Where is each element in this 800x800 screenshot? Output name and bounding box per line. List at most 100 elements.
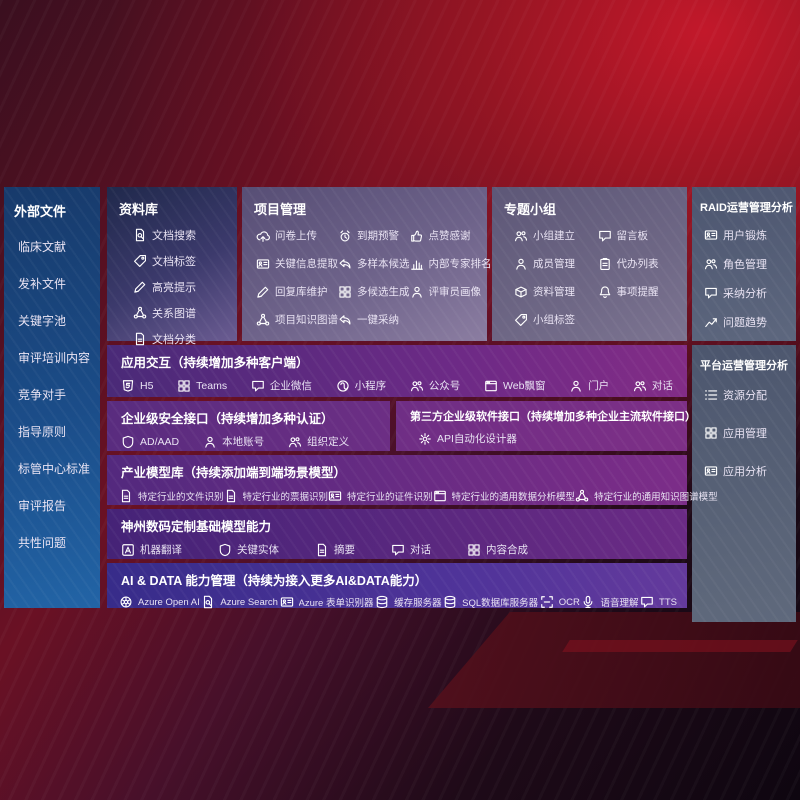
feature-item: 文档搜索 [133, 227, 229, 243]
feature-label: 关系图谱 [152, 308, 196, 320]
feature-label: 对话 [410, 544, 431, 556]
feature-label: 关键实体 [237, 544, 279, 556]
alarm-icon [338, 229, 352, 243]
panel-title: 平台运营管理分析 [700, 360, 788, 372]
feature-label: 小程序 [354, 380, 387, 392]
feature-label: 高亮提示 [152, 282, 196, 294]
topic-group-panel: 专题小组 小组建立 留言板 成员管理 代办列表 资料管理 事项提醒 小组标签 [492, 187, 687, 341]
feature-item: 问卷上传 [256, 228, 338, 243]
feature-label: 摘要 [334, 544, 355, 556]
shield-icon [218, 543, 232, 557]
feature-item: Azure 表单识别器 [280, 595, 374, 609]
feature-item: 公众号 [410, 378, 461, 393]
thumbs-up-icon [410, 229, 424, 243]
feature-label: 问卷上传 [275, 230, 317, 242]
pen-icon [133, 280, 147, 294]
feature-item: 组织定义 [288, 434, 349, 449]
feature-item: 用户锻炼 [704, 227, 792, 243]
feature-item: 企业微信 [251, 378, 312, 393]
reply-arrow-icon [338, 313, 352, 327]
feature-label: 采纳分析 [723, 288, 767, 300]
feature-label: TTS [659, 596, 677, 608]
document-icon [315, 543, 329, 557]
doc-search-icon [133, 228, 147, 242]
person-icon [410, 285, 424, 299]
feature-label: 用户锻炼 [723, 230, 767, 242]
feature-item: 关键实体 [218, 542, 279, 557]
feature-label: Azure Search [220, 596, 278, 608]
pen-icon [256, 285, 270, 299]
feature-item: 一键采纳 [338, 312, 410, 327]
person-icon [569, 379, 583, 393]
document-icon [119, 489, 133, 503]
graph-icon [133, 306, 147, 320]
background-streak [562, 640, 798, 652]
speech-icon [251, 379, 265, 393]
clipboard-icon [598, 257, 612, 271]
feature-label: 应用分析 [723, 466, 767, 478]
database-icon [375, 595, 389, 609]
feature-label: 多候选生成 [357, 286, 410, 298]
feature-label: 特定行业的文件识别 [138, 492, 224, 503]
sidebar-item-keyword-pool: 关键字池 [18, 314, 67, 328]
speech-icon [704, 286, 718, 300]
feature-item: 成员管理 [514, 256, 598, 271]
raid-analysis-panel: RAID运营管理分析 用户锻炼 角色管理 采纳分析 问题趋势 [692, 187, 796, 341]
feature-item: AD/AAD [121, 435, 179, 449]
feature-label: 资料管理 [533, 286, 575, 298]
people-icon [633, 379, 647, 393]
feature-item: 资源分配 [704, 387, 792, 403]
sidebar-item-clinical-literature: 临床文献 [18, 240, 67, 254]
base-model-row: 神州数码定制基础模型能力 机器翻译 关键实体 摘要 对话 内容合成 [107, 509, 687, 559]
enterprise-security-row: 企业级安全接口（持续增加多种认证） AD/AAD 本地账号 组织定义 [107, 401, 390, 451]
feature-item: 内容合成 [467, 542, 528, 557]
ai-data-capability-row: AI & DATA 能力管理（持续为接入更多AI&DATA能力） Azure O… [107, 563, 687, 609]
ocr-icon [540, 595, 554, 609]
feature-item: 关系图谱 [133, 305, 229, 321]
feature-label: 机器翻译 [140, 544, 182, 556]
people-icon [410, 379, 424, 393]
feature-item: 回复库维护 [256, 284, 338, 299]
feature-item: 角色管理 [704, 256, 792, 272]
document-icon [224, 489, 238, 503]
feature-label: Teams [196, 379, 228, 392]
feature-item: 关键信息提取 [256, 256, 338, 271]
people-icon [288, 435, 302, 449]
grid-icon [177, 379, 191, 393]
feature-item: 应用管理 [704, 425, 792, 441]
cloud-upload-icon [256, 229, 270, 243]
people-icon [704, 257, 718, 271]
id-card-icon [256, 257, 270, 271]
shield-icon [121, 435, 135, 449]
sidebar-item-competitors: 竞争对手 [18, 388, 67, 402]
feature-item: API自动化设计器 [418, 431, 517, 446]
feature-item: 语音理解 [581, 595, 638, 609]
row-title: AI & DATA 能力管理（持续为接入更多AI&DATA能力） [121, 574, 428, 588]
feature-label: 点赞感谢 [428, 230, 471, 242]
feature-item: Web飘窗 [484, 378, 545, 393]
feature-label: 项目知识图谱 [275, 314, 338, 326]
feature-label: Azure 表单识别器 [298, 598, 374, 609]
feature-label: API自动化设计器 [437, 433, 517, 445]
id-card-icon [280, 595, 294, 609]
feature-label: 特定行业的票据识别 [242, 492, 329, 503]
sidebar-item-review-reports: 审评报告 [18, 499, 67, 513]
feature-item: 对话 [391, 542, 431, 557]
feature-item: 多候选生成 [338, 284, 410, 299]
feature-item: 项目知识图谱 [256, 312, 338, 327]
feature-label: 语音理解 [600, 598, 639, 609]
data-library-panel: 资料库 文档搜索 文档标签 高亮提示 关系图谱 文档分类 [107, 187, 237, 346]
row-title: 第三方企业级软件接口（持续增加多种企业主流软件接口） [410, 411, 696, 423]
feature-label: 代办列表 [616, 258, 659, 270]
feature-item: 留言板 [598, 228, 682, 243]
feature-item: OCR [540, 595, 580, 609]
project-management-panel: 项目管理 问卷上传 到期预警 点赞感谢 关键信息提取 多样本候选 内部专家排名 … [242, 187, 492, 341]
feature-label: 公众号 [428, 380, 461, 392]
reply-arrow-icon [338, 257, 352, 271]
sidebar-item-review-training: 审评培训内容 [18, 351, 91, 365]
feature-label: 角色管理 [723, 259, 767, 271]
window-icon [433, 489, 447, 503]
feature-item: 门户 [569, 378, 609, 393]
feature-item: 机器翻译 [121, 542, 182, 557]
